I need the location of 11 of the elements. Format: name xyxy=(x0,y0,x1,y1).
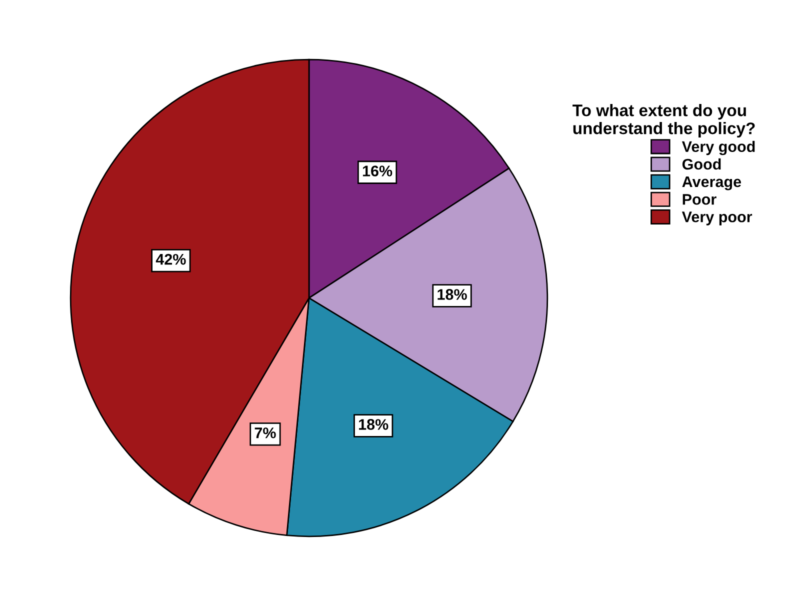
legend-label: Very good xyxy=(682,140,755,156)
legend-label: Very poor xyxy=(682,212,752,226)
data-label: 42% xyxy=(156,254,186,265)
data-label: 7% xyxy=(254,427,276,438)
legend-label: Poor xyxy=(682,194,716,205)
data-label: 16% xyxy=(362,166,392,176)
legend-label: Good xyxy=(682,158,721,170)
legend-label: Average xyxy=(682,176,742,190)
data-label: 18% xyxy=(438,289,467,300)
legend-title: To what extent do you understand the policy? xyxy=(572,104,755,138)
data-label: 18% xyxy=(359,419,388,430)
